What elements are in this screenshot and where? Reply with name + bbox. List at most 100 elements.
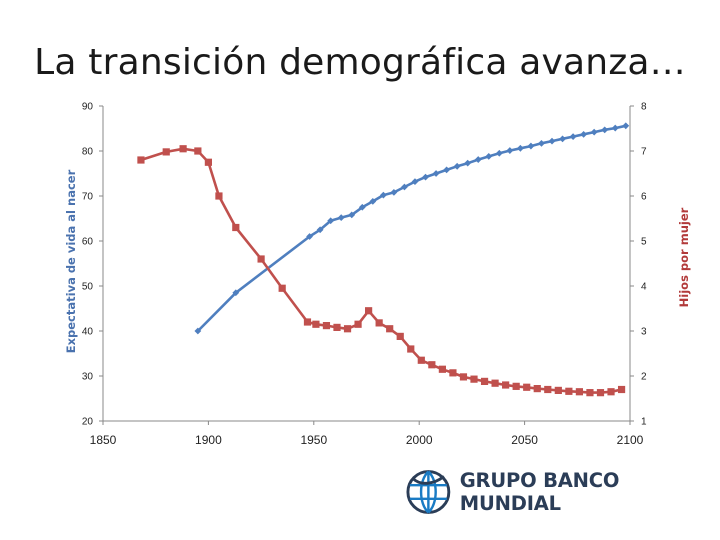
data-point [607, 388, 615, 396]
world-bank-logo: GRUPO BANCO MUNDIAL [405, 467, 720, 517]
data-point [443, 166, 451, 174]
axis-labels: Expectativa de vida al nacer Hijos por mu… [64, 169, 691, 353]
data-point [327, 217, 335, 225]
data-point [179, 145, 187, 153]
data-point [485, 153, 493, 160]
y2-tick-label: 7 [641, 147, 647, 158]
axes: 20 30 40 50 60 70 80 90 1 2 3 4 5 6 7 8 1850 1900 1950 2000… [82, 102, 647, 448]
series-life-expectancy [194, 122, 630, 335]
data-point [459, 373, 468, 381]
data-point [194, 147, 202, 155]
data-point [348, 211, 356, 219]
x-tick-label: 2050 [511, 433, 538, 447]
data-point [386, 325, 394, 333]
data-point [512, 382, 520, 390]
data-point [333, 323, 341, 331]
data-point [575, 388, 584, 396]
y-axis-title: Expectativa de vida al nacer [64, 169, 78, 353]
data-point [491, 379, 499, 387]
data-point [565, 387, 573, 395]
data-point [548, 137, 556, 145]
data-point [322, 322, 331, 330]
slide-title: La transición demográfica avanza… [34, 42, 686, 83]
data-point [337, 214, 345, 221]
data-point [401, 183, 408, 191]
data-point [569, 133, 577, 140]
data-point [257, 255, 265, 263]
data-point [417, 356, 425, 364]
data-point [554, 386, 562, 394]
data-point [502, 381, 510, 389]
y-tick-label: 80 [82, 147, 94, 158]
data-point [596, 389, 605, 397]
x-tick-label: 2000 [406, 433, 433, 447]
y2-axis-title: Hijos por mujer [677, 207, 691, 307]
data-point [586, 389, 594, 397]
data-point [622, 122, 630, 130]
data-point [204, 158, 212, 166]
y-tick-label: 60 [82, 237, 94, 248]
data-point [533, 385, 541, 393]
series-layer [137, 122, 630, 397]
data-point [306, 233, 313, 240]
data-point [544, 385, 552, 394]
data-point [464, 159, 472, 167]
data-point [396, 332, 404, 340]
y2-tick-label: 5 [641, 237, 647, 248]
series-line [140, 147, 622, 394]
data-point [611, 124, 619, 132]
data-point [590, 128, 598, 136]
data-point [527, 142, 535, 150]
data-point [453, 162, 461, 170]
data-point [358, 203, 366, 211]
y-tick-label: 40 [82, 327, 94, 338]
data-point [162, 148, 170, 156]
y-tick-label: 20 [82, 417, 94, 428]
y2-tick-label: 3 [641, 327, 647, 338]
data-point [438, 365, 446, 373]
data-point [379, 191, 387, 199]
data-point [422, 173, 429, 181]
data-point [375, 319, 383, 327]
x-tick-label: 2100 [617, 433, 644, 447]
logo-text: GRUPO BANCO MUNDIAL [459, 469, 620, 515]
data-point [480, 377, 489, 385]
y-tick-label: 50 [82, 282, 94, 293]
data-point [215, 192, 223, 200]
globe-icon [406, 470, 451, 514]
data-point [538, 139, 545, 147]
y2-tick-label: 4 [641, 282, 647, 293]
data-point [580, 130, 588, 138]
y2-tick-label: 1 [641, 417, 647, 428]
y2-tick-label: 2 [641, 372, 647, 383]
data-point [407, 345, 415, 353]
data-point [470, 375, 478, 383]
series-children-per-woman [137, 145, 626, 397]
data-point [428, 361, 436, 369]
data-point [432, 170, 440, 177]
data-point [354, 320, 362, 328]
data-point [495, 149, 503, 157]
y-tick-label: 30 [82, 372, 94, 383]
data-point [506, 147, 514, 154]
data-point [390, 189, 398, 196]
data-point [516, 144, 524, 152]
data-point [474, 156, 482, 163]
y2-tick-label: 8 [641, 102, 647, 113]
data-point [343, 325, 352, 333]
y2-tick-label: 6 [641, 192, 647, 203]
x-tick-label: 1950 [300, 433, 327, 447]
data-point [365, 307, 373, 315]
data-point [303, 318, 312, 326]
data-point [137, 156, 145, 164]
series-line [196, 124, 627, 332]
y-tick-label: 70 [82, 192, 94, 203]
data-point [194, 327, 202, 335]
x-tick-label: 1900 [195, 433, 222, 447]
data-point [617, 385, 626, 394]
y-tick-label: 90 [82, 102, 94, 113]
data-point [449, 369, 457, 377]
x-tick-label: 1850 [90, 433, 117, 447]
data-point [559, 135, 566, 143]
